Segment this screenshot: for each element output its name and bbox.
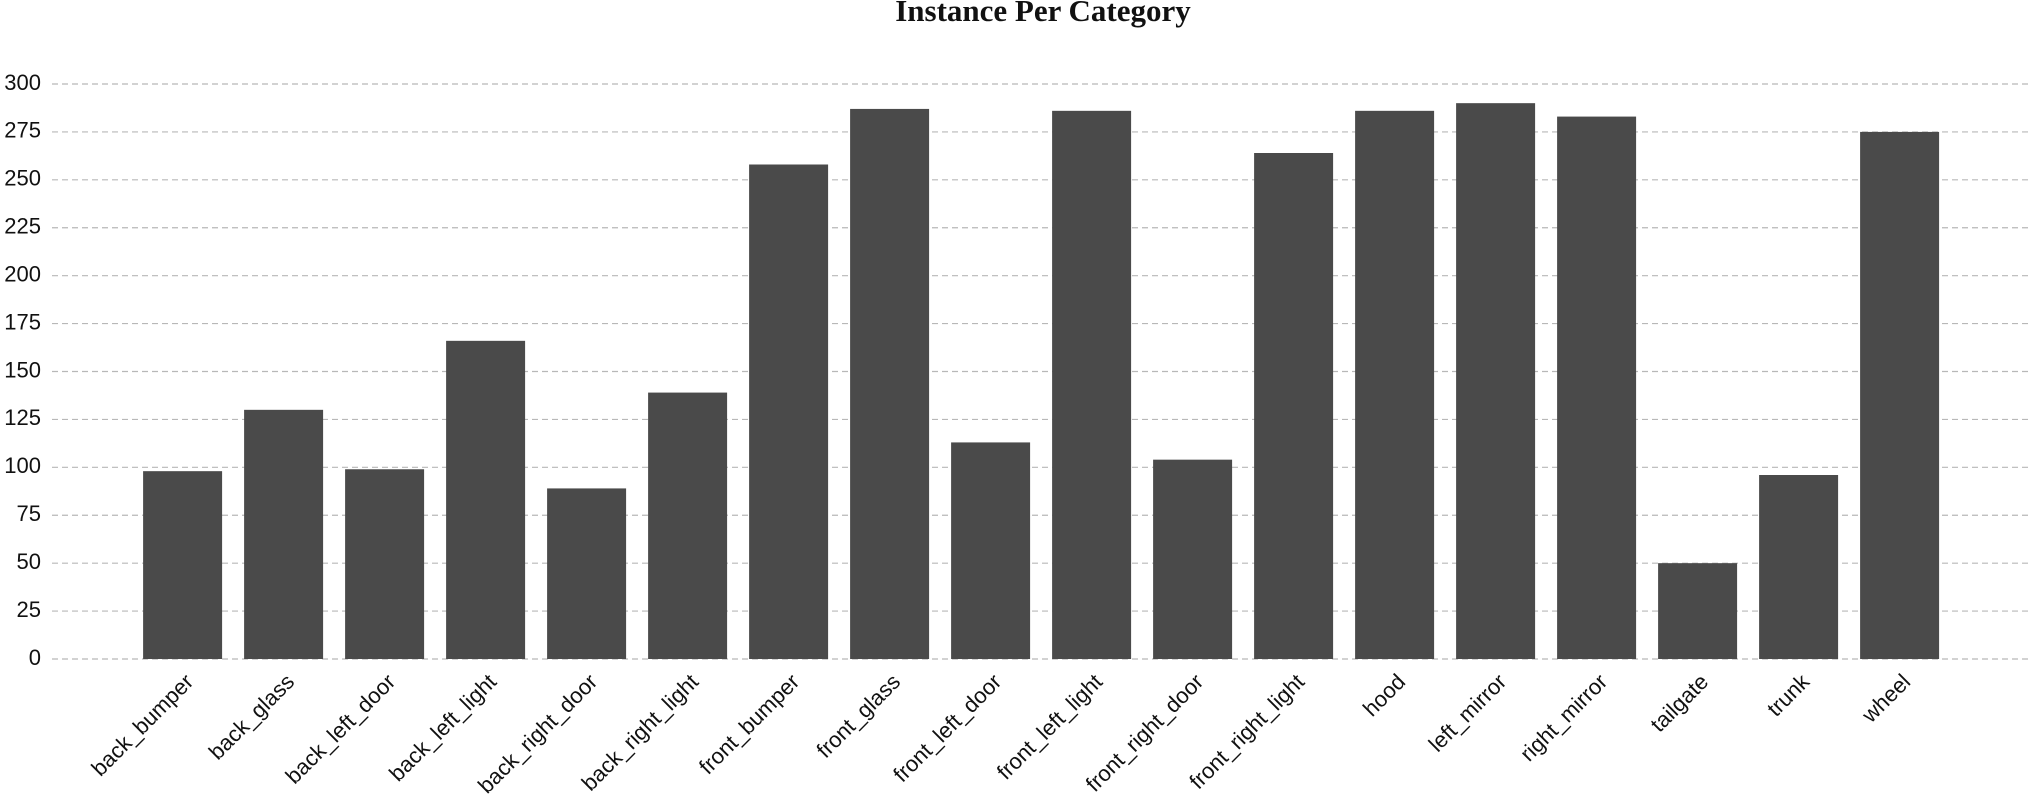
bar	[1052, 110, 1132, 660]
x-tick-label: wheel	[1856, 669, 1915, 728]
bar	[648, 392, 728, 659]
bar	[1355, 110, 1435, 660]
bar	[1254, 153, 1334, 659]
y-tick-label: 175	[4, 309, 41, 334]
x-tick-label: back_glass	[204, 669, 300, 765]
x-tick-label: front_left_door	[888, 669, 1006, 787]
bar	[1557, 116, 1637, 660]
x-tick-label: left_mirror	[1424, 669, 1512, 757]
bar	[749, 164, 829, 659]
x-tick-label: right_mirror	[1515, 669, 1612, 766]
bar	[547, 488, 627, 659]
bar	[1759, 475, 1839, 659]
bar	[1658, 563, 1738, 659]
y-tick-label: 250	[4, 166, 41, 191]
x-tick-label: front_left_light	[992, 669, 1107, 784]
y-tick-label: 75	[17, 501, 41, 526]
y-tick-label: 150	[4, 357, 41, 382]
bar	[850, 108, 930, 659]
y-tick-label: 300	[4, 70, 41, 95]
y-tick-label: 25	[17, 597, 41, 622]
bar	[345, 469, 425, 659]
bar	[1456, 103, 1536, 659]
y-tick-label: 100	[4, 453, 41, 478]
y-tick-label: 0	[29, 645, 41, 670]
x-tick-label: hood	[1358, 669, 1410, 721]
x-tick-label: front_bumper	[694, 669, 804, 779]
y-tick-label: 225	[4, 214, 41, 239]
x-tick-label: front_glass	[811, 669, 905, 763]
bar	[244, 409, 324, 659]
chart-title: Instance Per Category	[895, 0, 1191, 28]
x-tick-label: tailgate	[1645, 669, 1713, 737]
bar	[951, 442, 1031, 659]
bar	[143, 471, 223, 659]
y-tick-label: 275	[4, 118, 41, 143]
x-tick-label: back_bumper	[86, 669, 198, 781]
y-tick-label: 50	[17, 549, 41, 574]
bar	[446, 340, 526, 659]
bar	[1153, 459, 1233, 659]
x-tick-label: trunk	[1762, 668, 1815, 721]
y-tick-label: 200	[4, 261, 41, 286]
bar	[1860, 131, 1940, 659]
y-tick-label: 125	[4, 405, 41, 430]
